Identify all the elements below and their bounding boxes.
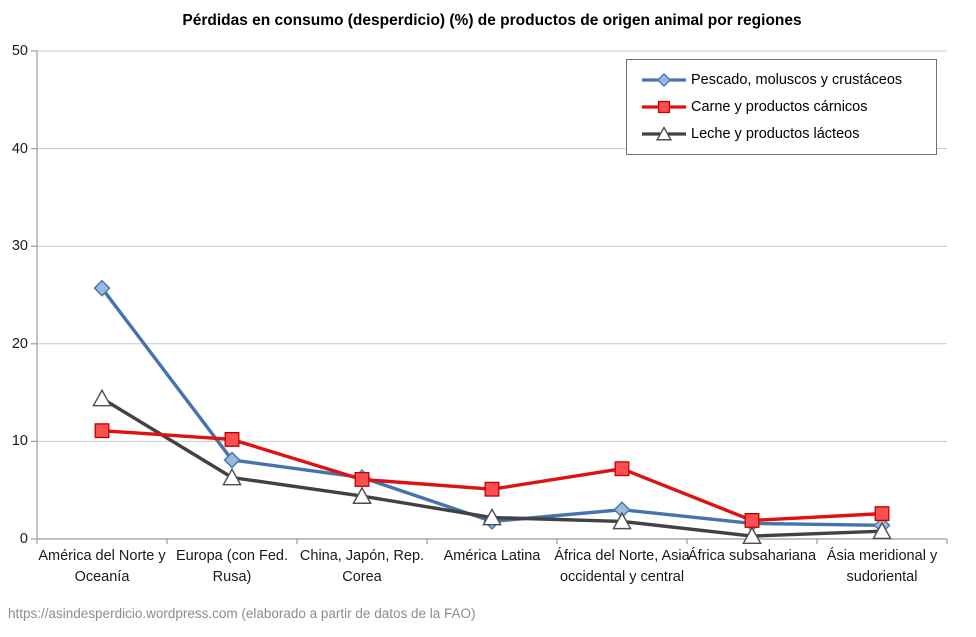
legend-item: Pescado, moluscos y crustáceos — [641, 71, 932, 89]
legend-marker-dairy-icon — [642, 126, 686, 141]
y-tick-label: 0 — [19, 531, 28, 547]
legend-item: Carne y productos cárnicos — [641, 98, 932, 116]
y-tick-label: 40 — [11, 140, 28, 157]
legend-marker-fish-icon — [642, 72, 686, 87]
chart-title: Pérdidas en consumo (desperdicio) (%) de… — [182, 12, 802, 29]
x-category-label: Europa (con Fed. Rusa) — [175, 548, 289, 585]
y-axis-labels: 0 10 20 30 40 50 — [0, 0, 30, 637]
x-category-label: América Latina — [443, 548, 541, 564]
legend-label: Leche y productos lácteos — [691, 126, 860, 143]
x-category-label: Ásia meridional y sudoriental — [826, 548, 938, 585]
x-category-label: África del Norte, Asia occidental y cent… — [554, 548, 690, 585]
y-tick-label: 50 — [11, 43, 28, 59]
legend-label: Carne y productos cárnicos — [691, 98, 868, 115]
y-tick-label: 20 — [11, 335, 28, 352]
source-note: https://asindesperdicio.wordpress.com (e… — [8, 606, 476, 621]
legend-label: Pescado, moluscos y crustáceos — [691, 71, 903, 88]
legend-marker-meat-icon — [642, 100, 686, 114]
x-category-label: África subsahariana — [687, 548, 817, 564]
y-tick-label: 10 — [11, 433, 28, 450]
x-category-label: China, Japón, Rep. Corea — [299, 548, 425, 585]
legend: Pescado, moluscos y crustáceos Carne y p… — [626, 59, 937, 155]
x-category-label: América del Norte y Oceanía — [38, 548, 166, 585]
legend-item: Leche y productos lácteos — [641, 125, 932, 143]
y-tick-label: 30 — [11, 238, 28, 255]
